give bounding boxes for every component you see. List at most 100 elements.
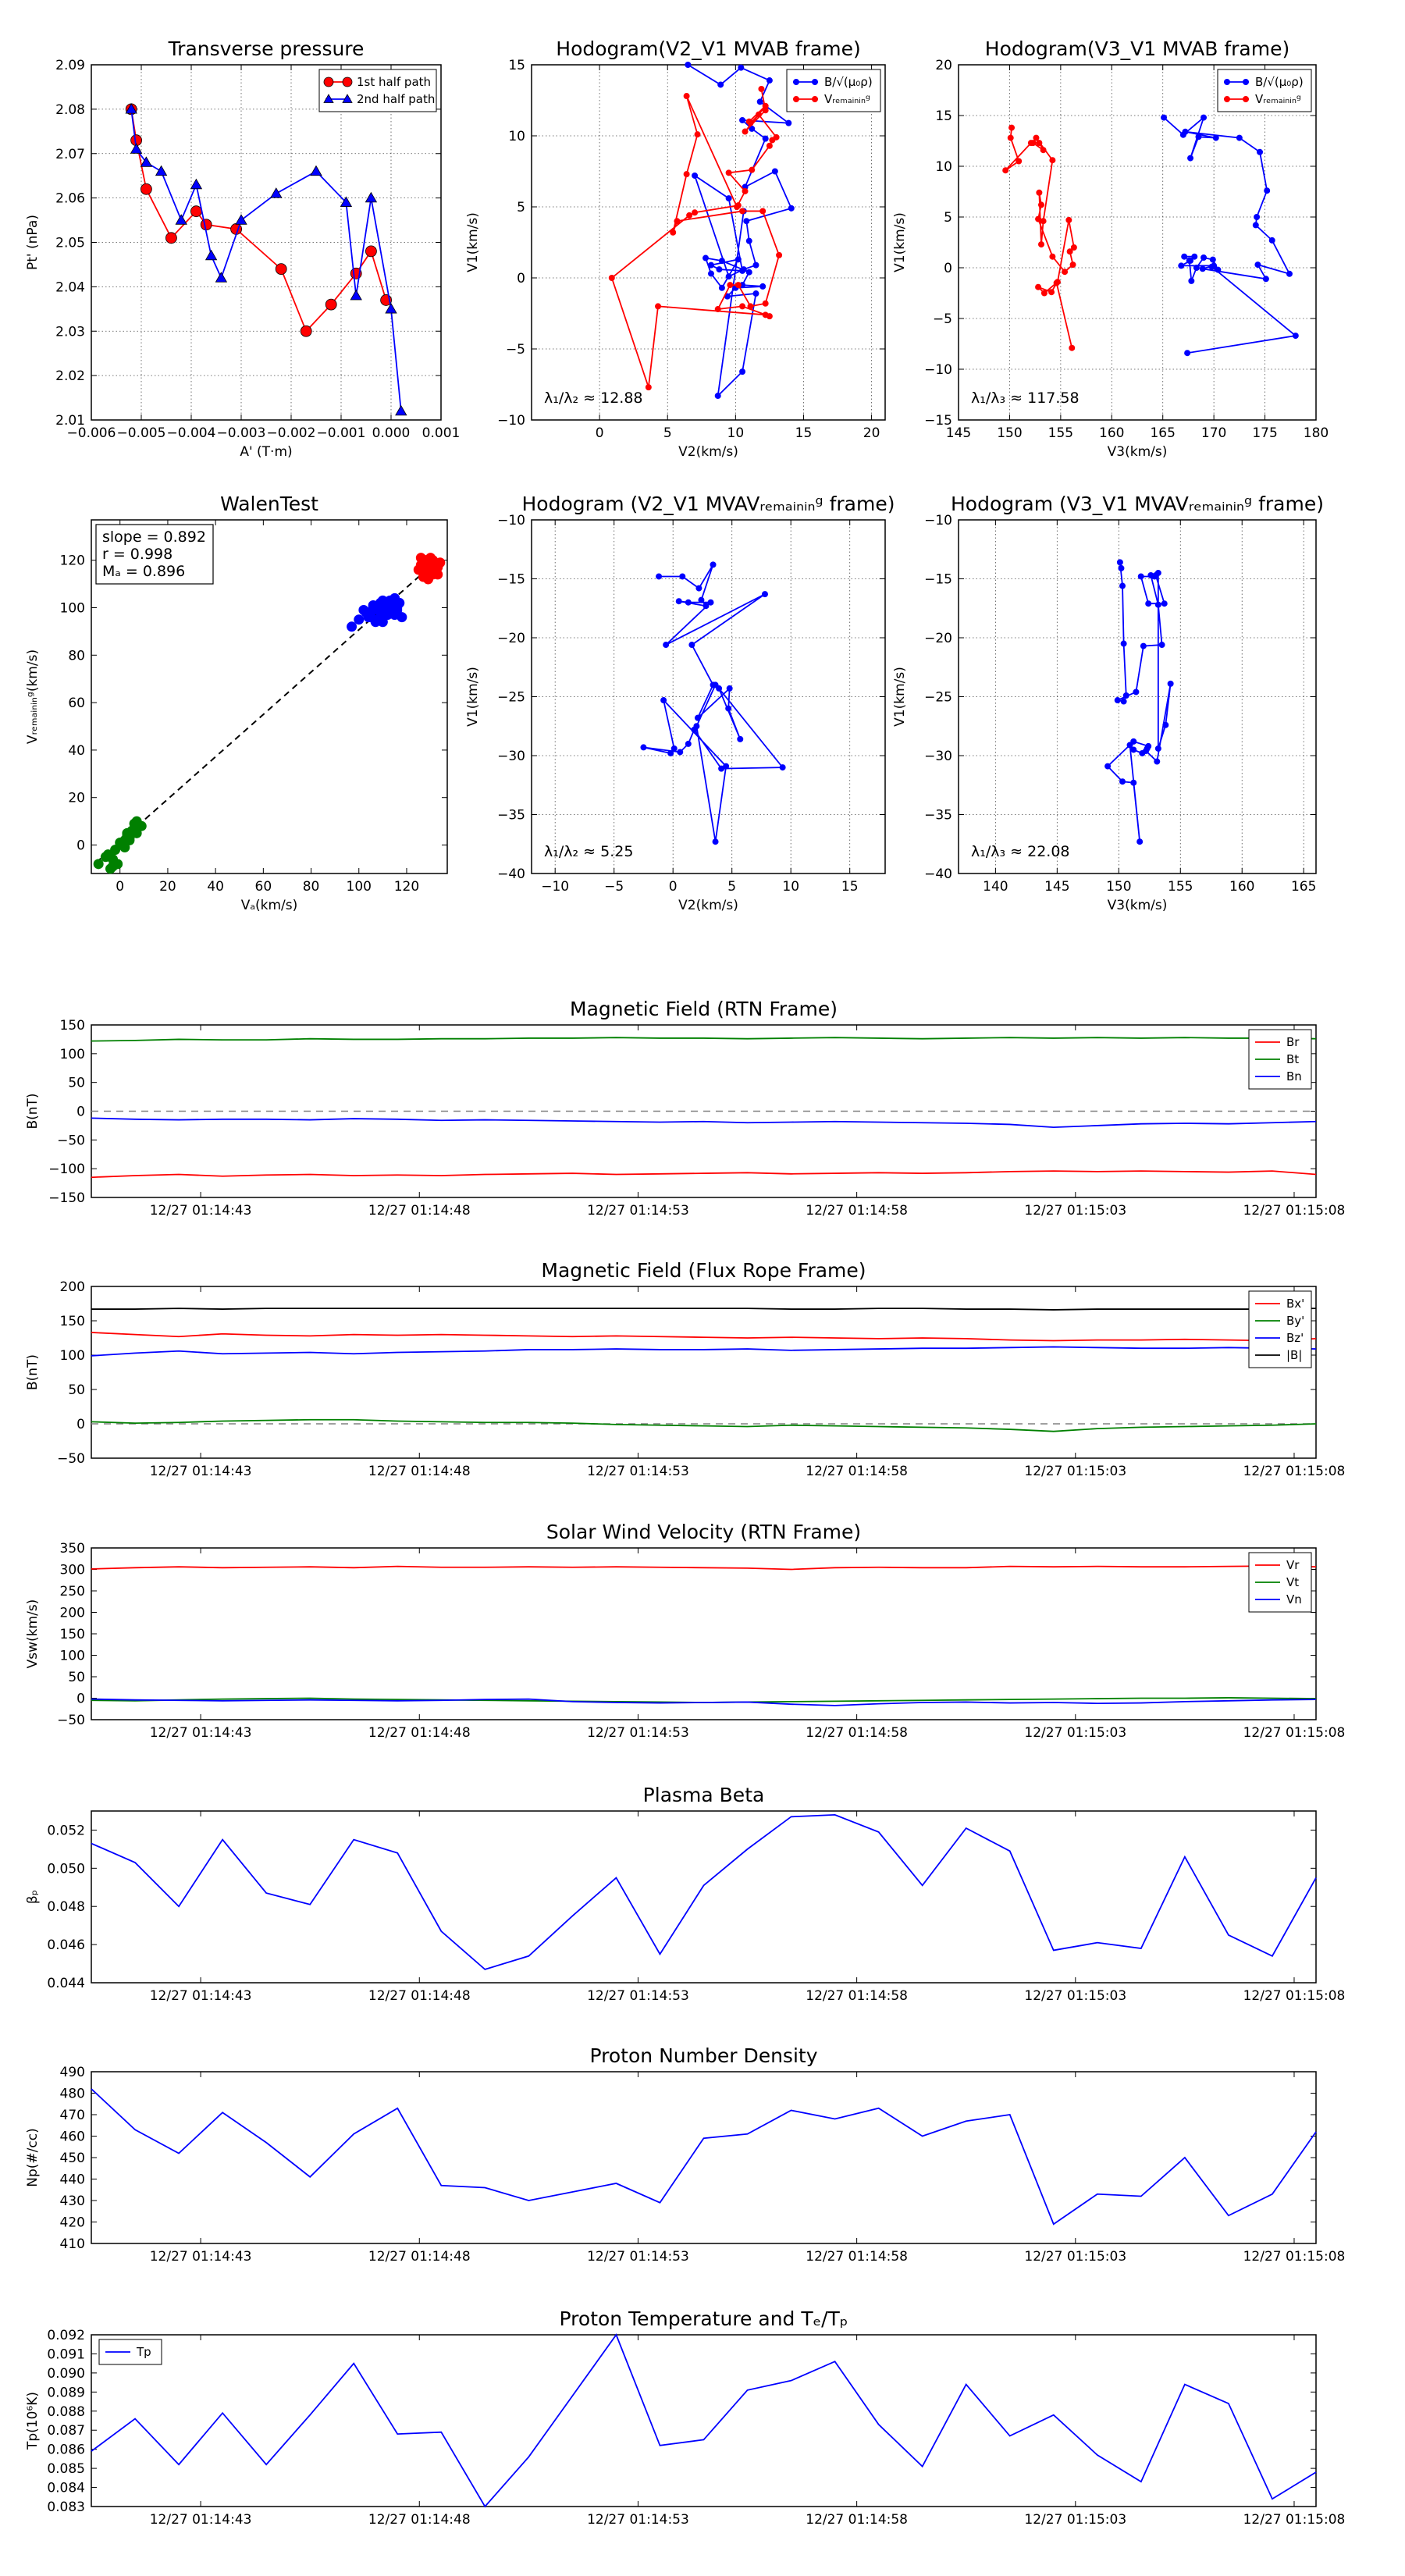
legend-label: Tp (136, 2345, 151, 2359)
y-tick-label: 80 (68, 648, 85, 664)
data-point (165, 232, 177, 244)
data-point (759, 283, 767, 290)
y-tick-label: 440 (60, 2172, 85, 2188)
data-point (1158, 642, 1165, 649)
x-tick-label: 12/27 01:14:43 (150, 1725, 252, 1741)
y-tick-label: −25 (924, 690, 952, 706)
x-tick-label: 12/27 01:14:43 (150, 1203, 252, 1219)
x-tick-label: 10 (782, 879, 799, 895)
y-tick-label: 150 (60, 1314, 85, 1329)
data-point (389, 610, 400, 621)
data-point (122, 827, 133, 838)
data-point (812, 96, 818, 102)
data-point (726, 685, 733, 692)
data-point (1119, 778, 1126, 785)
x-tick-label: 12/27 01:14:53 (587, 1203, 689, 1219)
y-tick-label: 480 (60, 2087, 85, 2102)
data-point (788, 205, 795, 212)
y-tick-label: 20 (68, 791, 85, 806)
data-point (342, 94, 353, 103)
y-axis-label: βₚ (25, 1890, 41, 1904)
y-tick-label: 2.06 (55, 191, 85, 207)
y-tick-label: −20 (497, 631, 525, 646)
data-point (1200, 254, 1208, 261)
x-axis-label: V3(km/s) (1108, 444, 1168, 460)
data-point (342, 76, 353, 87)
x-tick-label: 5 (663, 425, 672, 441)
y-tick-label: 50 (68, 1670, 85, 1685)
chart-title: Hodogram (V2_V1 MVAVᵣₑₘₐᵢₙᵢₙᵍ frame) (521, 493, 895, 515)
data-point (385, 303, 397, 314)
x-tick-label: 150 (997, 425, 1022, 441)
legend-label: Bn (1286, 1069, 1302, 1083)
x-tick-label: 12/27 01:14:43 (150, 1988, 252, 2004)
x-axis-label: V3(km/s) (1108, 898, 1168, 913)
data-point (1236, 134, 1243, 141)
y-tick-label: 0 (76, 1692, 85, 1707)
y-tick-label: 100 (60, 1649, 85, 1664)
data-point (1104, 763, 1112, 770)
x-tick-label: 12/27 01:14:58 (806, 2249, 908, 2265)
data-point (712, 681, 719, 688)
data-point (102, 849, 113, 860)
y-tick-label: 0.048 (47, 1899, 85, 1915)
y-tick-label: −10 (497, 513, 525, 528)
data-point (694, 131, 701, 138)
y-tick-label: 100 (60, 1348, 85, 1364)
y-tick-label: 0.046 (47, 1937, 85, 1953)
y-axis-label: Vsw(km/s) (25, 1599, 41, 1669)
y-tick-label: 15 (935, 109, 952, 124)
data-point (714, 306, 721, 313)
x-tick-label: −0.002 (267, 425, 316, 441)
data-point (395, 404, 407, 416)
data-point (368, 600, 379, 610)
data-point (1154, 758, 1161, 765)
y-tick-label: 0.052 (47, 1823, 85, 1838)
data-point (685, 599, 692, 606)
data-point (747, 119, 754, 126)
data-point (1154, 569, 1161, 576)
y-tick-label: 0 (76, 1105, 85, 1120)
data-point (1066, 248, 1073, 255)
panel-h31r: 140 145 150 155 160 165 −40 −35 −30 −25 −20 −15 −10H… (892, 493, 1324, 913)
data-point (692, 172, 699, 179)
stats-box (95, 524, 214, 585)
x-tick-label: 15 (795, 425, 813, 441)
x-axis-label: Vₐ(km/s) (241, 898, 298, 913)
data-point (1119, 582, 1126, 589)
x-tick-label: 145 (946, 425, 971, 441)
y-tick-label: 0 (517, 271, 525, 286)
x-tick-label: 12/27 01:14:53 (587, 2512, 689, 2528)
y-axis-label: Tp(10⁶K) (25, 2392, 41, 2450)
data-point (140, 156, 153, 167)
y-tick-label: 50 (68, 1076, 85, 1091)
data-point (738, 64, 745, 71)
y-tick-label: −10 (924, 362, 952, 378)
y-tick-label: 5 (944, 210, 952, 226)
data-point (739, 208, 746, 215)
data-point (1130, 746, 1137, 753)
data-point (640, 744, 647, 751)
data-point (702, 254, 710, 262)
x-tick-label: 60 (255, 879, 272, 895)
y-tick-label: 350 (60, 1541, 85, 1557)
x-tick-label: 12/27 01:14:58 (806, 1203, 908, 1219)
series-line (91, 1565, 1317, 1571)
series-line (91, 1037, 1317, 1042)
legend-label: B/√(μ₀ρ) (1255, 75, 1304, 89)
chart-title: Solar Wind Velocity (RTN Frame) (546, 1521, 861, 1543)
data-point (752, 290, 759, 297)
data-point (270, 187, 283, 198)
x-tick-label: 12/27 01:14:48 (368, 1725, 471, 1741)
x-tick-label: 12/27 01:14:48 (368, 1988, 471, 2004)
y-tick-label: 0 (944, 261, 952, 276)
y-tick-label: 100 (60, 600, 85, 616)
data-point (695, 585, 702, 592)
data-point (1186, 257, 1193, 264)
y-tick-label: 60 (68, 696, 85, 711)
chart-title: Transverse pressure (168, 37, 365, 60)
data-point (1030, 140, 1037, 147)
chart-title: Plasma Beta (643, 1784, 765, 1806)
panel-vsw: 12/27 01:14:43 12/27 01:14:48 12/27 01:14:… (25, 1521, 1345, 1741)
data-point (1016, 158, 1023, 165)
